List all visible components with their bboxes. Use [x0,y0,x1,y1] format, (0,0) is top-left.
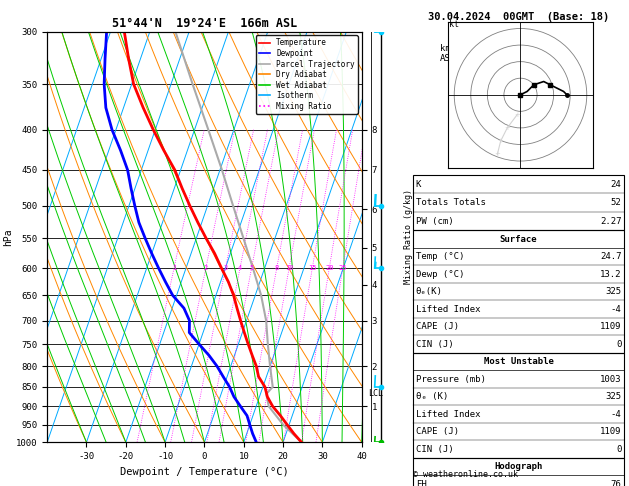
Text: Pressure (mb): Pressure (mb) [416,375,486,383]
Text: 10: 10 [285,265,293,271]
Text: kt: kt [449,20,459,29]
Text: +: + [498,138,504,144]
Text: 1109: 1109 [600,427,621,436]
Y-axis label: km
ASL: km ASL [440,44,457,63]
Text: 15: 15 [308,265,316,271]
Text: 325: 325 [605,287,621,296]
Text: Mixing Ratio (g/kg): Mixing Ratio (g/kg) [404,190,413,284]
Text: 8: 8 [275,265,279,271]
X-axis label: Dewpoint / Temperature (°C): Dewpoint / Temperature (°C) [120,467,289,477]
Text: Surface: Surface [500,235,537,243]
Text: PW (cm): PW (cm) [416,217,454,226]
Y-axis label: hPa: hPa [3,228,13,246]
Text: © weatheronline.co.uk: © weatheronline.co.uk [413,469,518,479]
Text: θₑ(K): θₑ(K) [416,287,443,296]
Legend: Temperature, Dewpoint, Parcel Trajectory, Dry Adiabat, Wet Adiabat, Isotherm, Mi: Temperature, Dewpoint, Parcel Trajectory… [255,35,358,114]
Text: 5: 5 [250,265,253,271]
Text: 0: 0 [616,340,621,348]
Text: 13.2: 13.2 [600,270,621,278]
Text: CAPE (J): CAPE (J) [416,322,459,331]
Text: CIN (J): CIN (J) [416,340,454,348]
Text: 325: 325 [605,392,621,401]
Text: -4: -4 [611,305,621,313]
Text: 0: 0 [616,445,621,453]
Text: Totals Totals: Totals Totals [416,198,486,207]
Text: Dewp (°C): Dewp (°C) [416,270,464,278]
Text: -4: -4 [611,410,621,418]
Text: +: + [504,125,510,131]
Text: 2.27: 2.27 [600,217,621,226]
Text: 1003: 1003 [600,375,621,383]
Text: 1: 1 [172,265,176,271]
Text: 30.04.2024  00GMT  (Base: 18): 30.04.2024 00GMT (Base: 18) [428,12,610,22]
Text: Hodograph: Hodograph [494,462,543,471]
Text: Lifted Index: Lifted Index [416,305,481,313]
Text: 76: 76 [611,480,621,486]
Text: 20: 20 [325,265,333,271]
Text: 3: 3 [223,265,228,271]
Text: CIN (J): CIN (J) [416,445,454,453]
Text: Lifted Index: Lifted Index [416,410,481,418]
Text: Temp (°C): Temp (°C) [416,252,464,261]
Title: 51°44'N  19°24'E  166m ASL: 51°44'N 19°24'E 166m ASL [112,17,297,31]
Text: EH: EH [416,480,426,486]
Text: 25: 25 [338,265,347,271]
Text: K: K [416,180,421,189]
Text: 24: 24 [611,180,621,189]
Text: 1109: 1109 [600,322,621,331]
Text: +: + [494,152,500,157]
Text: 24.7: 24.7 [600,252,621,261]
Text: LCL: LCL [368,389,383,399]
Text: Most Unstable: Most Unstable [484,357,554,366]
Text: 4: 4 [238,265,242,271]
Text: +: + [515,112,520,118]
Text: 2: 2 [204,265,208,271]
Text: 52: 52 [611,198,621,207]
Text: CAPE (J): CAPE (J) [416,427,459,436]
Text: θₑ (K): θₑ (K) [416,392,448,401]
